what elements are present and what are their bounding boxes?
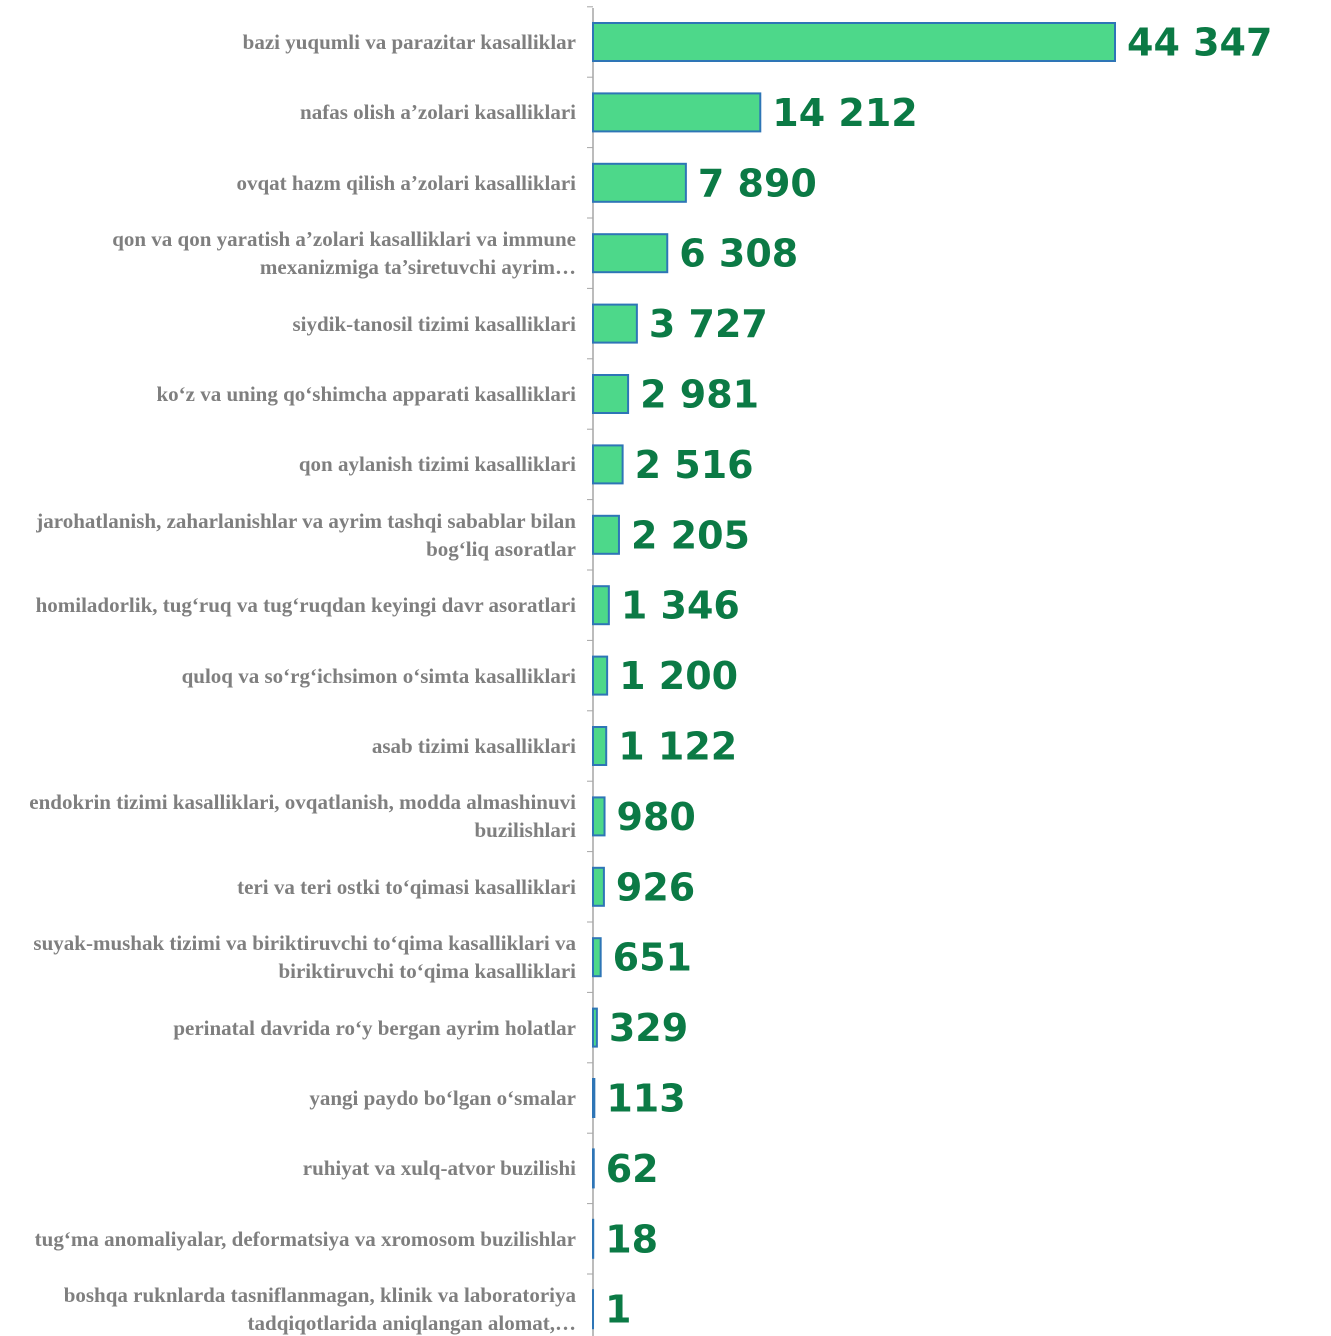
value-label: 18 <box>605 1217 658 1261</box>
value-label: 651 <box>613 936 692 980</box>
bar <box>592 655 609 696</box>
value-label: 3 727 <box>649 302 768 346</box>
category-label: qon aylanish tizimi kasalliklari <box>298 452 576 477</box>
category-label: jarohatlanish, zaharlanishlar va ayrim t… <box>36 508 576 561</box>
bar <box>592 233 669 274</box>
value-label: 2 516 <box>635 443 754 487</box>
value-label: 1 <box>605 1288 631 1332</box>
bar <box>592 585 610 626</box>
bar <box>592 22 1116 62</box>
bar <box>592 726 608 766</box>
category-label: tug‘ma anomaliyalar, deformatsiya va xro… <box>34 1226 576 1251</box>
category-label: quloq va so‘rg‘ichsimon o‘simta kasallik… <box>181 663 576 688</box>
value-label: 329 <box>609 1006 688 1050</box>
bar <box>592 444 624 485</box>
bar <box>592 374 630 414</box>
bar <box>592 92 762 133</box>
value-label: 44 347 <box>1127 21 1272 65</box>
category-label: boshqa ruknlarda tasniflanmagan, klinik … <box>63 1283 576 1336</box>
category-label: teri va teri ostki to‘qimasi kasalliklar… <box>237 874 576 899</box>
bar <box>592 1148 595 1189</box>
category-label: endokrin tizimi kasalliklari, ovqatlanis… <box>29 790 576 843</box>
value-label: 1 346 <box>621 584 740 628</box>
bar <box>592 162 687 203</box>
value-label: 2 205 <box>631 513 750 557</box>
category-label: bazi yuqumli va parazitar kasalliklar <box>242 30 576 54</box>
value-label: 7 890 <box>698 161 817 205</box>
category-label: siydik-tanosil tizimi kasalliklari <box>292 311 576 336</box>
value-label: 1 200 <box>619 654 738 698</box>
bar <box>592 303 638 344</box>
category-label: qon va qon yaratish a’zolari kasalliklar… <box>112 227 576 280</box>
value-label: 2 981 <box>640 373 759 417</box>
category-label: yangi paydo bo‘lgan o‘smalar <box>309 1086 576 1110</box>
bar <box>592 937 602 978</box>
value-label: 926 <box>616 865 695 909</box>
value-label: 62 <box>606 1147 659 1191</box>
bar <box>592 1007 598 1048</box>
category-label: suyak-mushak tizimi va biriktiruvchi to‘… <box>33 931 576 984</box>
category-label: ko‘z va uning qo‘shimcha apparati kasall… <box>156 382 577 406</box>
category-label: homiladorlik, tug‘ruq va tug‘ruqdan keyi… <box>35 593 576 618</box>
category-label: asab tizimi kasalliklari <box>371 734 576 758</box>
value-label: 14 212 <box>772 91 917 135</box>
value-label: 980 <box>617 795 696 839</box>
category-label: ovqat hazm qilish a’zolari kasalliklari <box>236 170 576 195</box>
category-label: perinatal davrida ro‘y bergan ayrim hola… <box>173 1015 576 1040</box>
value-label: 113 <box>606 1077 685 1121</box>
value-label: 1 122 <box>618 725 737 769</box>
bar <box>592 866 605 907</box>
bar <box>592 1078 596 1118</box>
category-label: ruhiyat va xulq-atvor buzilishi <box>302 1156 576 1181</box>
bar <box>592 514 620 555</box>
category-label: nafas olish a’zolari kasalliklari <box>300 100 576 125</box>
value-label: 6 308 <box>679 232 798 276</box>
bar <box>592 796 606 837</box>
